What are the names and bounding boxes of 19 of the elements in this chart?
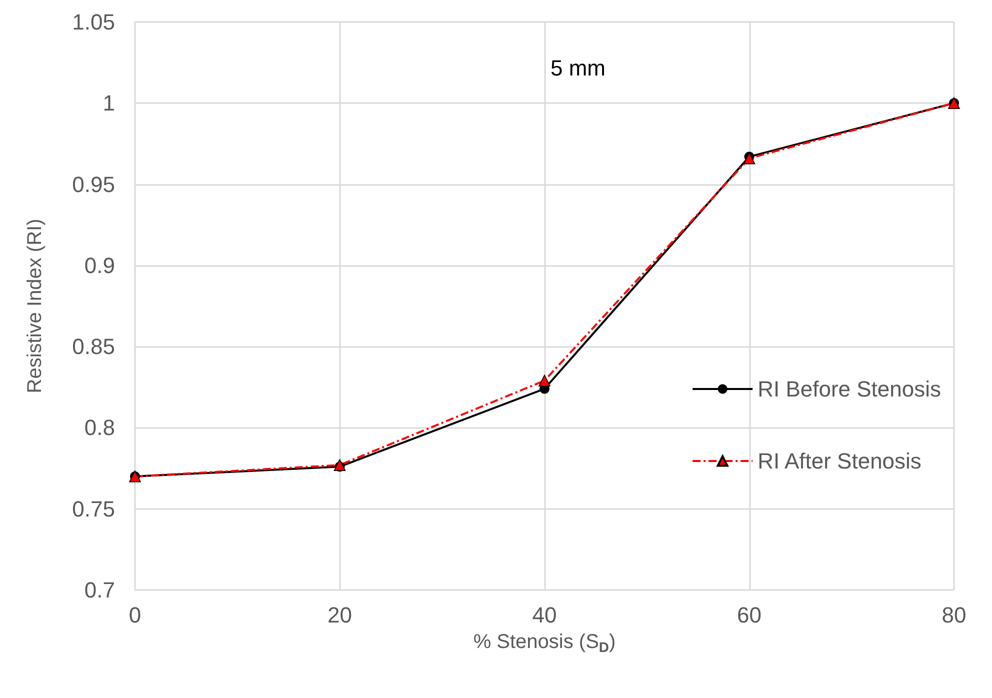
- y-tick-label: 0.9: [84, 252, 115, 278]
- x-tick-label: 20: [328, 602, 352, 628]
- point: [743, 152, 756, 164]
- y-tick-label: 0.75: [72, 496, 115, 522]
- x-tick-label: 60: [737, 602, 762, 628]
- x-tick-label: 80: [942, 602, 966, 628]
- y-tick-label: 1.05: [72, 10, 115, 34]
- y-axis-title: Resistive Index (RI): [24, 218, 46, 394]
- y-tick-label: 0.95: [72, 172, 115, 197]
- y-tick-label: 1: [102, 90, 115, 116]
- legend-label: RI After Stenosis: [758, 448, 922, 474]
- x-tick-label: 0: [128, 602, 142, 628]
- x-tick-label: 40: [532, 602, 557, 628]
- y-tick-label: 0.85: [72, 334, 115, 360]
- legend-label: RI Before Stenosis: [758, 376, 942, 402]
- text: 5 mm: [550, 56, 606, 80]
- y-tick-label: 0.8: [84, 415, 115, 440]
- y-tick-label: 0.7: [84, 578, 115, 602]
- point: [538, 374, 550, 387]
